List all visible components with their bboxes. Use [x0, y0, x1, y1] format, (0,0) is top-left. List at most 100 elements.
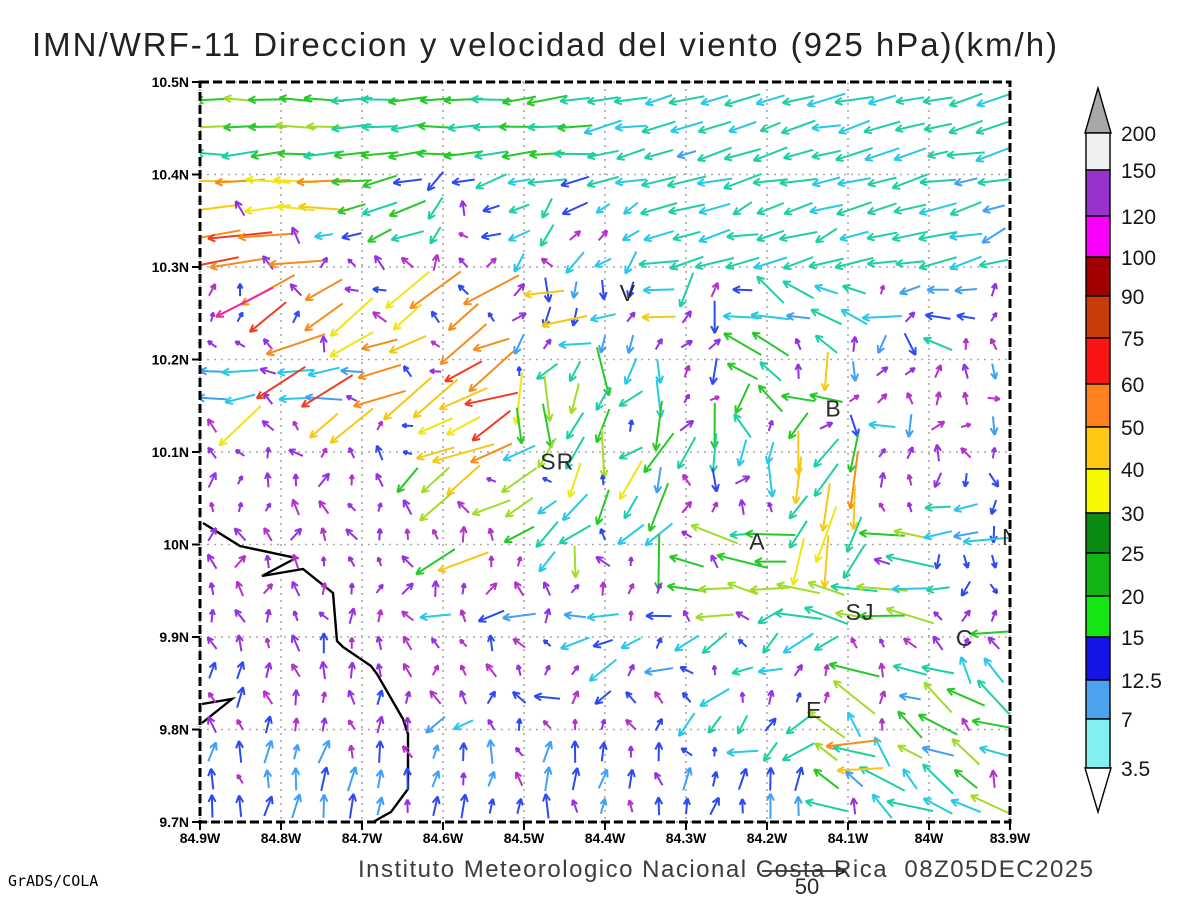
wind-arrow	[625, 690, 637, 704]
wind-arrow	[514, 771, 524, 787]
wind-arrow	[640, 175, 677, 188]
wind-arrow	[962, 473, 970, 488]
wind-arrow	[652, 400, 663, 452]
wind-arrow	[361, 201, 398, 217]
wind-arrow	[403, 716, 412, 733]
wind-arrow	[710, 554, 719, 569]
wind-arrow	[613, 96, 648, 106]
wind-arrow	[345, 528, 359, 541]
wind-arrow	[934, 364, 943, 379]
wind-arrow	[785, 714, 811, 735]
wind-arrow	[588, 658, 618, 682]
wind-arrow	[259, 366, 277, 375]
wind-arrow	[594, 690, 612, 705]
wind-arrow	[897, 710, 923, 739]
wind-arrow	[392, 177, 422, 187]
wind-arrow	[515, 407, 526, 445]
wind-arrow	[586, 175, 620, 188]
wind-arrow	[200, 148, 229, 158]
wind-arrow	[795, 691, 802, 703]
wind-arrow	[614, 177, 647, 187]
wind-arrow	[543, 608, 552, 624]
colorbar-segment	[1085, 468, 1111, 514]
wind-arrow	[292, 420, 300, 431]
wind-arrow	[643, 148, 674, 161]
wind-arrow	[236, 686, 246, 708]
wind-arrow	[623, 358, 638, 386]
wind-arrow	[486, 476, 497, 483]
wind-arrow	[755, 94, 785, 107]
wind-arrow	[319, 256, 329, 269]
wind-arrow	[237, 501, 244, 513]
wind-arrow	[803, 605, 849, 626]
wind-arrow	[654, 533, 663, 590]
map-content: V B SR A SJ C E N	[200, 92, 1010, 822]
wind-arrow	[207, 768, 217, 790]
wind-arrow	[710, 281, 720, 298]
wind-arrow	[347, 661, 357, 679]
wind-arrow	[348, 793, 357, 819]
wind-arrow	[756, 275, 785, 304]
wind-arrow	[866, 202, 897, 216]
wind-arrow	[832, 680, 876, 715]
wind-arrow	[207, 471, 217, 488]
wind-arrow	[726, 231, 759, 241]
wind-arrow	[813, 438, 840, 468]
wind-arrow	[808, 257, 844, 270]
wind-arrow	[429, 689, 442, 705]
wind-arrow	[319, 660, 328, 680]
wind-arrow	[672, 230, 701, 242]
wind-arrow	[738, 798, 747, 814]
wind-arrow	[462, 274, 520, 306]
wind-arrow	[345, 395, 358, 402]
wind-arrow	[400, 256, 415, 269]
wind-arrow	[221, 150, 259, 161]
wind-arrow	[401, 555, 414, 568]
wind-arrow	[402, 635, 413, 651]
wind-arrow	[516, 366, 523, 377]
wind-arrow	[502, 444, 536, 462]
wind-arrow	[583, 119, 622, 136]
city-label-v: V	[620, 280, 636, 306]
wind-arrow	[668, 95, 705, 107]
wind-arrow	[375, 472, 384, 487]
wind-arrow	[779, 178, 818, 187]
wind-arrow	[401, 745, 414, 759]
wind-arrow	[568, 360, 582, 383]
wind-arrow	[732, 285, 753, 295]
wind-arrow	[597, 768, 609, 789]
wind-arrow	[507, 229, 531, 242]
wind-arrow	[866, 259, 897, 268]
wind-arrow	[752, 177, 788, 187]
wind-arrow	[362, 174, 397, 189]
wind-arrow	[989, 499, 998, 515]
wind-arrow	[263, 795, 274, 817]
wind-arrow	[303, 150, 345, 161]
wind-arrow	[382, 376, 433, 421]
wind-arrow	[431, 443, 495, 464]
wind-arrow	[347, 258, 357, 267]
wind-arrow	[641, 120, 676, 135]
wind-arrow	[507, 177, 531, 187]
wind-arrow	[700, 94, 729, 106]
wind-arrow	[814, 742, 838, 762]
wind-arrow	[948, 119, 983, 135]
wind-arrow	[680, 530, 693, 539]
wind-arrow	[352, 389, 406, 409]
wind-arrow	[486, 634, 496, 652]
wind-arrow	[459, 609, 467, 623]
wind-arrow	[419, 612, 451, 622]
wind-arrow	[849, 414, 860, 438]
wind-arrow	[539, 224, 555, 248]
wind-arrow	[679, 419, 695, 432]
wind-arrow	[948, 92, 983, 108]
wind-arrow	[736, 439, 748, 467]
wind-arrow	[207, 794, 217, 818]
wind-arrow	[535, 520, 559, 549]
wind-arrow	[307, 366, 340, 378]
wind-arrow	[749, 585, 791, 595]
grid-lines	[199, 81, 1011, 823]
wind-arrow	[208, 283, 217, 297]
city-label-sj: SJ	[846, 599, 875, 625]
wind-arrow	[794, 337, 802, 351]
